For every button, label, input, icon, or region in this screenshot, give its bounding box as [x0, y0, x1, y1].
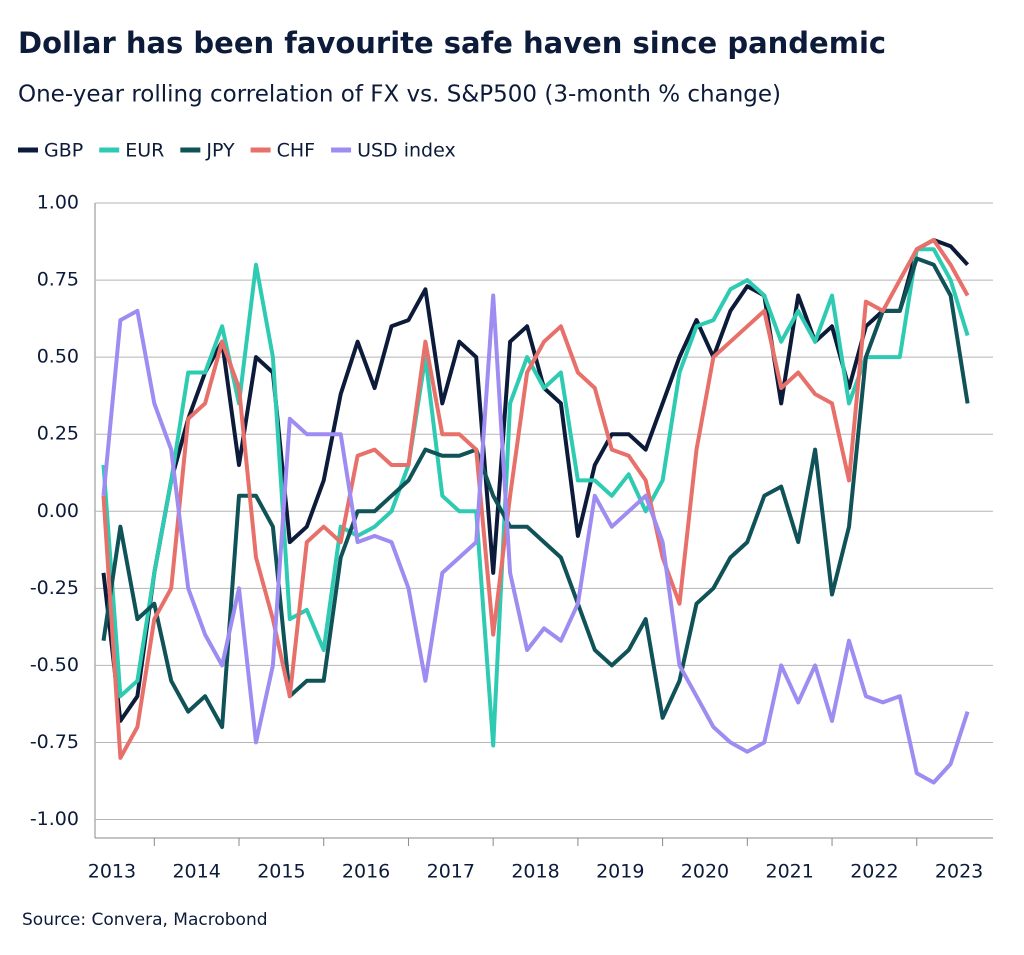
legend-label: EUR — [125, 140, 164, 162]
x-tick-label: 2020 — [681, 861, 729, 883]
series-line — [101, 247, 970, 748]
y-tick-label: 0.50 — [37, 346, 79, 368]
x-tick-label: 2016 — [342, 861, 390, 883]
source-note: Source: Convera, Macrobond — [22, 910, 268, 930]
y-tick-label: 1.00 — [37, 192, 79, 214]
y-tick-label: -0.50 — [30, 654, 79, 676]
x-tick-label: 2019 — [596, 861, 644, 883]
y-tick-label: 0.25 — [37, 423, 79, 445]
y-tick-label: -1.00 — [30, 808, 79, 830]
series-line — [101, 256, 970, 729]
series-line — [101, 238, 970, 760]
chart-subtitle: One-year rolling correlation of FX vs. S… — [18, 82, 781, 108]
x-tick-label: 2015 — [257, 861, 305, 883]
legend-label: JPY — [205, 140, 235, 162]
x-tick-label: 2013 — [88, 861, 136, 883]
legend-label: GBP — [44, 140, 83, 162]
series-line — [101, 293, 970, 785]
y-tick-label: 0.75 — [37, 269, 79, 291]
x-tick-label: 2022 — [850, 861, 898, 883]
legend-label: USD index — [357, 140, 456, 162]
x-tick-label: 2018 — [511, 861, 559, 883]
x-tick-label: 2014 — [172, 861, 220, 883]
chart-title: Dollar has been favourite safe haven sin… — [18, 26, 886, 60]
y-tick-label: -0.25 — [30, 577, 79, 599]
y-tick-label: 0.00 — [37, 500, 79, 522]
series-line — [101, 238, 970, 723]
x-tick-label: 2017 — [427, 861, 475, 883]
y-tick-label: -0.75 — [30, 731, 79, 753]
x-tick-label: 2023 — [935, 861, 983, 883]
x-tick-label: 2021 — [765, 861, 813, 883]
legend-label: CHF — [277, 140, 315, 162]
